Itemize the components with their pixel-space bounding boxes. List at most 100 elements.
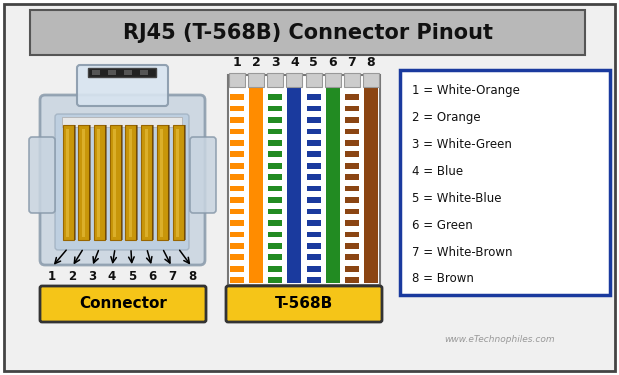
Bar xyxy=(268,220,282,226)
Bar xyxy=(230,197,244,203)
Text: 4 = Blue: 4 = Blue xyxy=(412,165,463,178)
Bar xyxy=(230,277,244,283)
Bar xyxy=(287,73,303,87)
Bar xyxy=(306,152,321,157)
Bar xyxy=(230,94,244,100)
Bar xyxy=(82,129,85,237)
Bar xyxy=(306,277,321,283)
Bar xyxy=(345,77,359,283)
Text: 6: 6 xyxy=(329,57,337,69)
Bar xyxy=(268,197,282,203)
Bar xyxy=(113,129,116,237)
Bar xyxy=(306,77,321,283)
Text: 8: 8 xyxy=(188,270,196,284)
Text: 2: 2 xyxy=(68,270,76,284)
Text: T-568B: T-568B xyxy=(275,297,333,312)
Bar xyxy=(400,70,610,295)
Bar xyxy=(268,83,282,88)
Bar xyxy=(268,94,282,100)
Text: 1: 1 xyxy=(48,270,56,284)
Bar xyxy=(306,209,321,214)
FancyBboxPatch shape xyxy=(190,137,216,213)
Bar xyxy=(121,125,123,240)
Bar xyxy=(345,174,359,180)
Bar xyxy=(228,75,380,285)
Bar xyxy=(168,125,170,240)
Text: 7: 7 xyxy=(168,270,176,284)
Bar xyxy=(306,94,321,100)
Text: 5: 5 xyxy=(128,270,136,284)
Text: 3 = White-Green: 3 = White-Green xyxy=(412,138,512,151)
Bar xyxy=(306,220,321,226)
Bar xyxy=(105,125,107,240)
Bar xyxy=(345,243,359,249)
Bar xyxy=(268,243,282,249)
Bar xyxy=(306,83,321,88)
Bar xyxy=(345,231,359,237)
Text: 1: 1 xyxy=(233,57,241,69)
Bar xyxy=(63,125,74,240)
Bar xyxy=(306,186,321,192)
Bar xyxy=(345,220,359,226)
Text: 8: 8 xyxy=(366,57,375,69)
Bar xyxy=(306,231,321,237)
Bar xyxy=(66,129,69,237)
Text: www.eTechnophiles.com: www.eTechnophiles.com xyxy=(444,336,555,345)
Bar xyxy=(268,174,282,180)
Bar xyxy=(230,83,244,88)
Bar xyxy=(230,243,244,249)
Text: RJ45 (T-568B) Connector Pinout: RJ45 (T-568B) Connector Pinout xyxy=(123,23,493,43)
Bar xyxy=(249,77,263,283)
FancyBboxPatch shape xyxy=(55,114,189,250)
Bar xyxy=(140,70,148,75)
FancyBboxPatch shape xyxy=(29,137,55,213)
Bar xyxy=(345,197,359,203)
Bar xyxy=(306,106,321,111)
Bar xyxy=(230,163,244,168)
Bar xyxy=(124,70,132,75)
Bar xyxy=(268,163,282,168)
Bar xyxy=(345,209,359,214)
Bar xyxy=(267,73,284,87)
Bar xyxy=(230,254,244,260)
Bar xyxy=(145,129,147,237)
Bar xyxy=(268,77,282,283)
Bar xyxy=(88,68,156,77)
Bar xyxy=(62,117,182,127)
Bar xyxy=(344,73,360,87)
Bar xyxy=(78,125,89,240)
Bar xyxy=(345,117,359,123)
Bar xyxy=(345,83,359,88)
Text: 6 = Green: 6 = Green xyxy=(412,219,473,232)
Text: 6: 6 xyxy=(148,270,156,284)
Bar xyxy=(306,197,321,203)
Bar xyxy=(94,125,105,240)
Text: 5 = White-Blue: 5 = White-Blue xyxy=(412,192,501,205)
Text: 3: 3 xyxy=(88,270,96,284)
Bar xyxy=(364,77,378,283)
Bar xyxy=(248,73,264,87)
Bar xyxy=(345,277,359,283)
Bar xyxy=(229,73,245,87)
Bar xyxy=(345,266,359,272)
Bar xyxy=(306,73,322,87)
Bar xyxy=(345,129,359,134)
Bar xyxy=(268,209,282,214)
Text: 5: 5 xyxy=(310,57,318,69)
Bar xyxy=(306,243,321,249)
Bar xyxy=(268,186,282,192)
Bar xyxy=(230,266,244,272)
Bar xyxy=(268,140,282,146)
Bar xyxy=(173,125,183,240)
Bar xyxy=(325,73,340,87)
Bar xyxy=(306,140,321,146)
Text: 1 = White-Orange: 1 = White-Orange xyxy=(412,84,520,97)
Bar xyxy=(160,129,163,237)
Bar xyxy=(92,70,100,75)
Bar xyxy=(268,129,282,134)
Text: 8 = Brown: 8 = Brown xyxy=(412,272,474,285)
Bar xyxy=(183,125,186,240)
Bar xyxy=(136,125,139,240)
Bar xyxy=(230,220,244,226)
Bar xyxy=(345,94,359,100)
